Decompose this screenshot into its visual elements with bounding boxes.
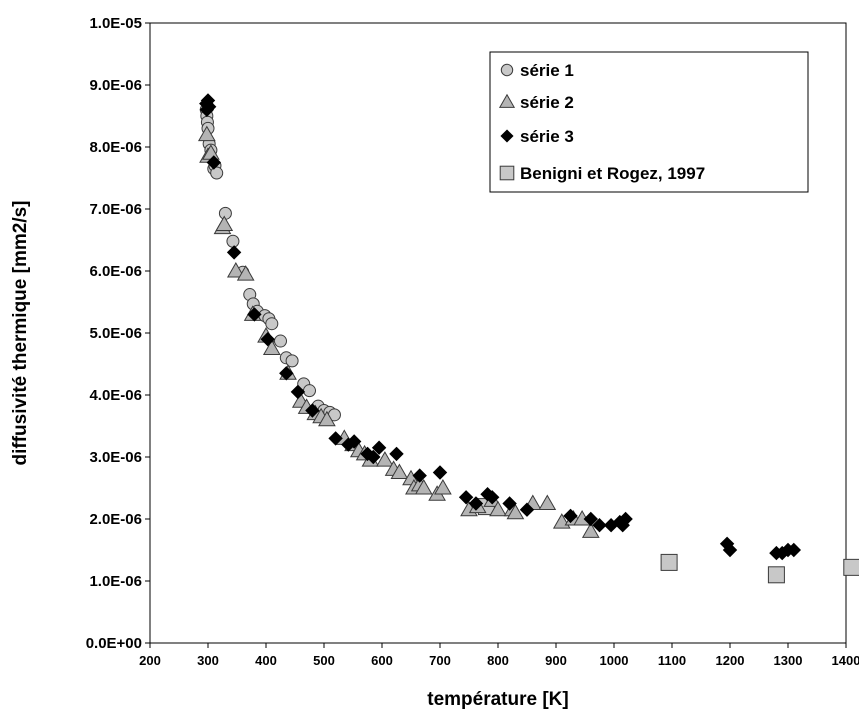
- data-point: [371, 440, 387, 455]
- x-tick-label: 1000: [600, 653, 629, 668]
- y-tick-label: 9.0E-06: [89, 77, 142, 94]
- data-points: [197, 93, 859, 584]
- legend-label: série 3: [520, 127, 574, 146]
- x-axis-title: température [K]: [427, 689, 568, 710]
- legend-label: Benigni et Rogez, 1997: [520, 164, 705, 183]
- data-point: [414, 478, 433, 495]
- x-tick-label: 1400: [832, 653, 859, 668]
- y-axis-title: diffusivité thermique [mm2/s]: [10, 201, 31, 466]
- data-point: [581, 522, 600, 538]
- y-tick-label: 6.0E-06: [89, 263, 142, 280]
- legend: série 1 série 2 série 3 Benigni et Rogez, 1…: [489, 51, 809, 193]
- x-tick-label: 900: [545, 653, 567, 668]
- data-point: [432, 465, 448, 480]
- y-tick-label: 8.0E-06: [89, 139, 142, 156]
- data-point: [279, 366, 294, 381]
- data-point: [226, 234, 240, 248]
- data-point: [262, 339, 281, 355]
- data-point: [247, 307, 262, 322]
- data-point: [468, 496, 484, 511]
- y-tick-label: 0.0E+00: [86, 635, 142, 652]
- y-tick-label: 5.0E-06: [89, 325, 142, 342]
- x-tick-label: 500: [313, 653, 335, 668]
- data-point: [206, 155, 222, 170]
- y-axis-ticks: 0.0E+00 1.0E-06 2.0E-06 3.0E-06 4.0E-06 5.0E-…: [86, 15, 150, 652]
- data-point: [210, 166, 224, 180]
- data-point: [502, 496, 517, 511]
- y-tick-label: 7.0E-06: [89, 201, 142, 218]
- data-point: [618, 511, 633, 527]
- data-point: [519, 502, 535, 517]
- legend-marker: [500, 129, 514, 143]
- data-point: [260, 331, 275, 347]
- data-point: [290, 384, 306, 400]
- x-tick-label: 1100: [658, 653, 686, 668]
- x-tick-label: 1200: [716, 653, 745, 668]
- y-tick-label: 1.0E-06: [89, 573, 142, 590]
- x-tick-label: 300: [197, 653, 219, 668]
- legend-label: série 1: [520, 61, 574, 80]
- legend-marker: [500, 63, 514, 77]
- data-point: [376, 451, 394, 467]
- legend-marker: [498, 93, 516, 108]
- x-tick-label: 700: [429, 653, 451, 668]
- data-point: [318, 410, 336, 427]
- x-tick-label: 200: [139, 653, 161, 668]
- data-point: [346, 434, 362, 449]
- data-point: [197, 125, 216, 142]
- data-point: [484, 490, 500, 505]
- data-point: [201, 99, 217, 114]
- data-point: [489, 500, 507, 517]
- data-point: [506, 503, 525, 520]
- data-point: [412, 468, 427, 483]
- data-point: [265, 317, 279, 331]
- y-tick-label: 2.0E-06: [89, 511, 142, 528]
- legend-marker: [499, 165, 515, 181]
- x-axis-ticks: 200 300 400 500 600 700 800 900 1000 1100 1200 1300…: [139, 643, 859, 668]
- data-point: [434, 478, 452, 495]
- data-point: [538, 494, 557, 510]
- data-point: [722, 542, 738, 558]
- data-point: [303, 384, 316, 398]
- data-point: [285, 354, 299, 368]
- legend-label: série 2: [520, 93, 574, 112]
- data-point: [389, 446, 404, 462]
- data-point: [786, 542, 802, 558]
- data-point: [226, 245, 242, 260]
- x-tick-label: 1300: [774, 653, 803, 668]
- data-point: [305, 403, 320, 418]
- y-tick-label: 1.0E-05: [89, 15, 142, 32]
- data-point: [592, 517, 607, 533]
- data-point: [215, 215, 234, 231]
- data-point: [583, 511, 599, 527]
- data-point: [226, 261, 245, 278]
- data-point: [458, 490, 474, 505]
- data-point: [660, 553, 678, 571]
- data-point: [366, 449, 381, 465]
- data-point: [390, 463, 409, 479]
- legend-box: [489, 51, 809, 193]
- y-tick-label: 4.0E-06: [89, 387, 142, 404]
- x-tick-label: 800: [487, 653, 509, 668]
- data-point: [274, 334, 287, 348]
- data-point: [767, 566, 785, 584]
- data-point: [843, 558, 859, 576]
- x-tick-label: 400: [255, 653, 277, 668]
- y-tick-label: 3.0E-06: [89, 449, 142, 466]
- data-point: [236, 265, 255, 281]
- data-point: [563, 508, 578, 524]
- data-point: [328, 431, 343, 446]
- x-tick-label: 600: [371, 653, 393, 668]
